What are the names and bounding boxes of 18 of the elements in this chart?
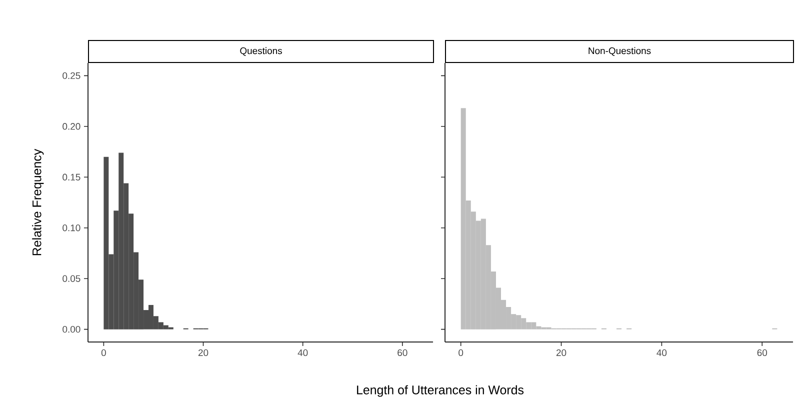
y-tick-label: 0.10: [62, 224, 80, 232]
x-tick-label: 0: [101, 349, 106, 356]
y-axis-title: Relative Frequency: [32, 148, 44, 256]
chart-title: Non-Questions: [588, 47, 651, 56]
y-tick-label: 0.05: [62, 275, 80, 282]
x-tick-label: 40: [298, 349, 308, 356]
chart-title: Questions: [240, 47, 282, 56]
y-tick-label: 0.20: [62, 123, 80, 130]
x-axis-title: Length of Utterances in Words: [357, 385, 524, 397]
x-tick-label: 20: [556, 349, 566, 356]
x-tick-label: 20: [198, 349, 208, 356]
x-tick-label: 40: [656, 349, 667, 356]
x-tick-label: 60: [398, 349, 408, 356]
y-tick-label: 0.00: [62, 326, 80, 333]
x-tick-label: 60: [757, 349, 768, 356]
y-tick-label: 0.15: [62, 174, 80, 180]
x-tick-label: 0: [458, 349, 464, 356]
y-tick-label: 0.25: [62, 72, 80, 80]
